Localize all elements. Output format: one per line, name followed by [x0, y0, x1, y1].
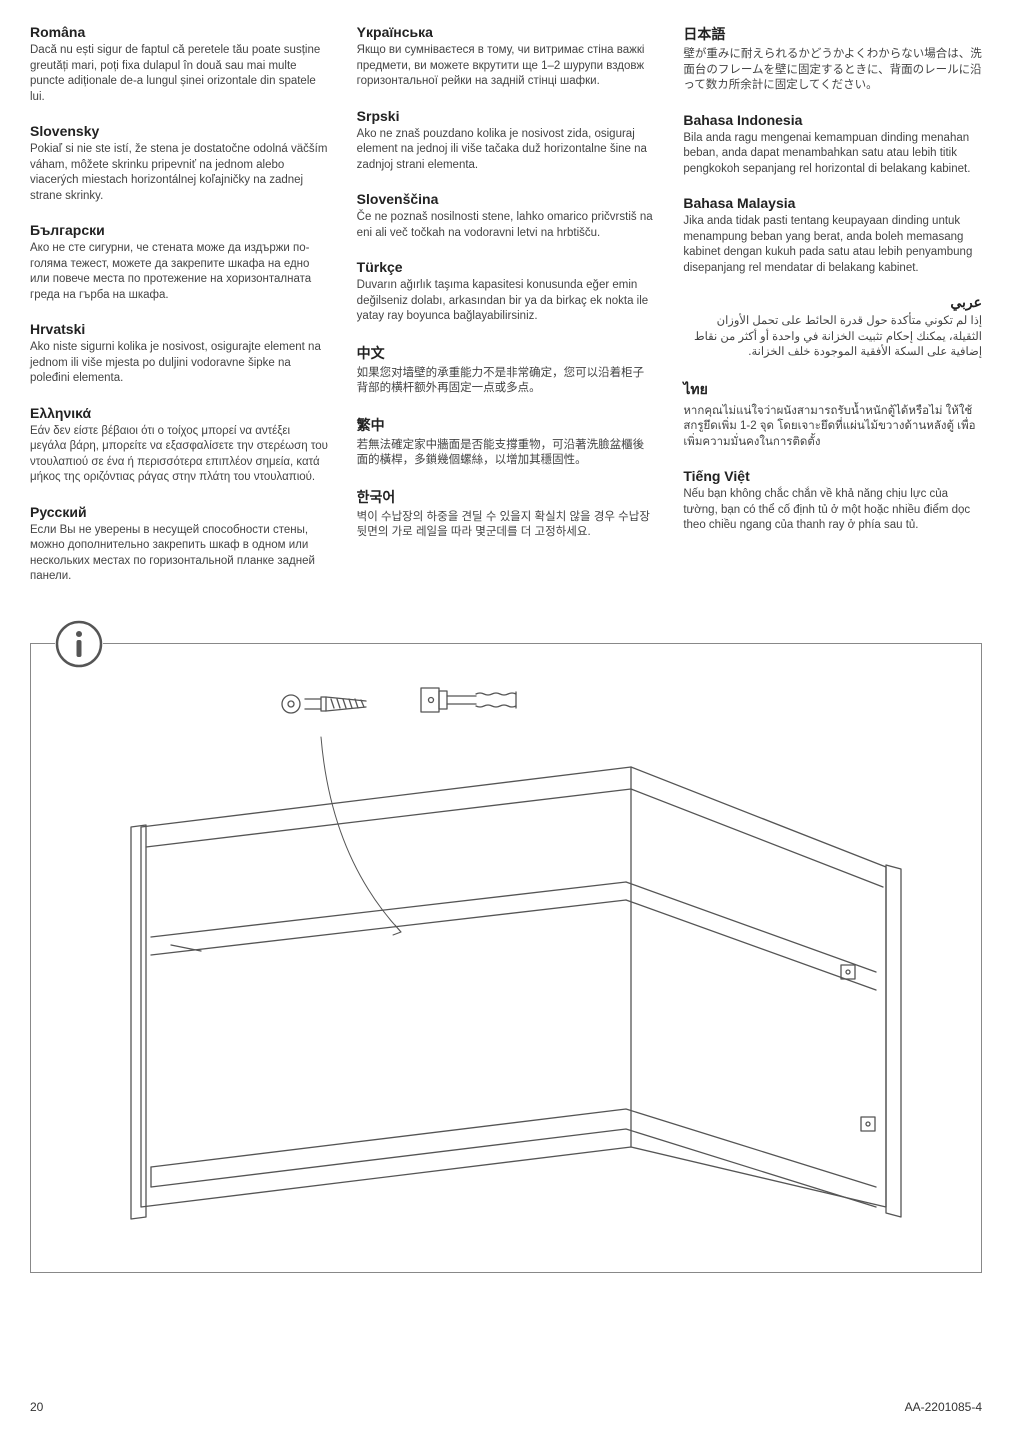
- language-section: Slovensky Pokiaľ si nie ste istí, že sten…: [30, 123, 329, 204]
- language-title: 日本語: [683, 24, 982, 44]
- language-section: Bahasa Indonesia Bila anda ragu mengenai …: [683, 112, 982, 178]
- language-body: 如果您对墙壁的承重能力不是非常确定，您可以沿着柜子背部的横杆额外再固定一点或多点…: [357, 366, 656, 397]
- language-body: Nếu bạn không chắc chắn về khả năng chịu…: [683, 487, 982, 534]
- language-body: Pokiaľ si nie ste istí, že stena je dost…: [30, 142, 329, 204]
- language-body: 벽이 수납장의 하중을 견딜 수 있을지 확실치 않을 경우 수납장 뒷면의 가…: [357, 510, 656, 541]
- language-body: Dacă nu ești sigur de faptul că peretele…: [30, 43, 329, 105]
- furniture-diagram: [71, 672, 941, 1242]
- language-section: 日本語壁が重みに耐えられるかどうかよくわからない場合は、洗面台のフレームを壁に固…: [683, 24, 982, 94]
- language-section: 中文如果您对墙壁的承重能力不是非常确定，您可以沿着柜子背部的横杆额外再固定一点或…: [357, 343, 656, 397]
- language-body: หากคุณไม่แน่ใจว่าผนังสามารถรับน้ำหนักตู้…: [683, 404, 982, 451]
- language-title: Hrvatski: [30, 321, 329, 337]
- diagram-panel: [30, 643, 982, 1273]
- language-title: Русский: [30, 504, 329, 520]
- language-body: Če ne poznaš nosilnosti stene, lahko oma…: [357, 210, 656, 241]
- page-number: 20: [30, 1400, 43, 1414]
- language-section: ไทยหากคุณไม่แน่ใจว่าผนังสามารถรับน้ำหนัก…: [683, 379, 982, 451]
- language-title: Srpski: [357, 108, 656, 124]
- language-body: 若無法確定家中牆面是否能支撐重物，可沿著洗臉盆櫃後面的橫桿，多鎖幾個螺絲，以增加…: [357, 438, 656, 469]
- language-body: Bila anda ragu mengenai kemampuan dindin…: [683, 131, 982, 178]
- language-body: Ако не сте сигурни, че стената може да и…: [30, 241, 329, 303]
- language-title: Bahasa Indonesia: [683, 112, 982, 128]
- language-body: 壁が重みに耐えられるかどうかよくわからない場合は、洗面台のフレームを壁に固定する…: [683, 47, 982, 94]
- language-title: Türkçe: [357, 259, 656, 275]
- column-1: Româna Dacă nu ești sigur de faptul că pe…: [30, 24, 329, 603]
- document-code: AA-2201085-4: [905, 1400, 982, 1414]
- language-title: 繁中: [357, 415, 656, 435]
- language-title: Slovensky: [30, 123, 329, 139]
- info-icon: [55, 620, 103, 668]
- language-section: Bahasa Malaysia Jika anda tidak pasti ten…: [683, 195, 982, 276]
- language-body: Ako ne znaš pouzdano kolika je nosivost …: [357, 127, 656, 174]
- language-title: عربي: [683, 294, 982, 311]
- language-section: Türkçe Duvarın ağırlık taşıma kapasitesi …: [357, 259, 656, 325]
- language-section: Tiếng Việt Nếu bạn không chắc chắn về khả…: [683, 468, 982, 534]
- column-3: 日本語壁が重みに耐えられるかどうかよくわからない場合は、洗面台のフレームを壁に固…: [683, 24, 982, 603]
- language-section: Slovenščina Če ne poznaš nosilnosti stene…: [357, 191, 656, 241]
- language-title: 한국어: [357, 487, 656, 507]
- language-section: Srpski Ako ne znaš pouzdano kolika je nos…: [357, 108, 656, 174]
- column-2: Yкраїнська Якщо ви сумніваєтеся в тому, ч…: [357, 24, 656, 603]
- language-title: Tiếng Việt: [683, 468, 982, 484]
- language-section: 한국어벽이 수납장의 하중을 견딜 수 있을지 확실치 않을 경우 수납장 뒷면…: [357, 487, 656, 541]
- language-section: 繁中若無法確定家中牆面是否能支撐重物，可沿著洗臉盆櫃後面的橫桿，多鎖幾個螺絲，以…: [357, 415, 656, 469]
- language-body: Якщо ви сумніваєтеся в тому, чи витримає…: [357, 43, 656, 90]
- language-section: Hrvatski Ako niste sigurni kolika je nosi…: [30, 321, 329, 387]
- language-section: Български Ако не сте сигурни, че стената …: [30, 222, 329, 303]
- language-body: Duvarın ağırlık taşıma kapasitesi konusu…: [357, 278, 656, 325]
- language-body: Ako niste sigurni kolika je nosivost, os…: [30, 340, 329, 387]
- language-title: 中文: [357, 343, 656, 363]
- language-body: Если Вы не уверены в несущей способности…: [30, 523, 329, 585]
- language-body: Εάν δεν είστε βέβαιοι ότι ο τοίχος μπορε…: [30, 424, 329, 486]
- language-title: Ελληνικά: [30, 405, 329, 421]
- language-body: Jika anda tidak pasti tentang keupayaan …: [683, 214, 982, 276]
- language-title: Yкраїнська: [357, 24, 656, 40]
- language-section: عربي إذا لم تكوني متأكدة حول قدرة الحائط …: [683, 294, 982, 361]
- language-title: ไทย: [683, 379, 982, 401]
- language-columns: Româna Dacă nu ești sigur de faptul că pe…: [30, 24, 982, 603]
- language-title: Български: [30, 222, 329, 238]
- language-section: Русский Если Вы не уверены в несущей спос…: [30, 504, 329, 585]
- language-section: Româna Dacă nu ești sigur de faptul că pe…: [30, 24, 329, 105]
- language-body: إذا لم تكوني متأكدة حول قدرة الحائط على …: [683, 314, 982, 361]
- language-title: Slovenščina: [357, 191, 656, 207]
- language-title: Bahasa Malaysia: [683, 195, 982, 211]
- language-section: Ελληνικά Εάν δεν είστε βέβαιοι ότι ο τοίχ…: [30, 405, 329, 486]
- language-title: Româna: [30, 24, 329, 40]
- language-section: Yкраїнська Якщо ви сумніваєтеся в тому, ч…: [357, 24, 656, 90]
